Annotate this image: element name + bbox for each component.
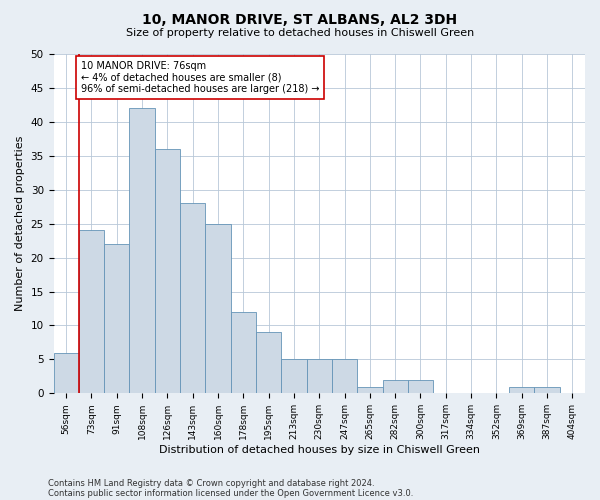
Bar bbox=[535, 386, 560, 394]
Bar bbox=[383, 380, 408, 394]
Bar bbox=[53, 352, 79, 394]
Bar bbox=[256, 332, 281, 394]
Y-axis label: Number of detached properties: Number of detached properties bbox=[15, 136, 25, 312]
Text: 10 MANOR DRIVE: 76sqm
← 4% of detached houses are smaller (8)
96% of semi-detach: 10 MANOR DRIVE: 76sqm ← 4% of detached h… bbox=[81, 61, 319, 94]
Bar bbox=[180, 204, 205, 394]
Bar bbox=[130, 108, 155, 394]
Bar bbox=[155, 149, 180, 394]
Text: Size of property relative to detached houses in Chiswell Green: Size of property relative to detached ho… bbox=[126, 28, 474, 38]
Text: Contains public sector information licensed under the Open Government Licence v3: Contains public sector information licen… bbox=[48, 488, 413, 498]
Text: 10, MANOR DRIVE, ST ALBANS, AL2 3DH: 10, MANOR DRIVE, ST ALBANS, AL2 3DH bbox=[142, 12, 458, 26]
Bar bbox=[79, 230, 104, 394]
X-axis label: Distribution of detached houses by size in Chiswell Green: Distribution of detached houses by size … bbox=[159, 445, 480, 455]
Bar bbox=[104, 244, 130, 394]
Text: Contains HM Land Registry data © Crown copyright and database right 2024.: Contains HM Land Registry data © Crown c… bbox=[48, 478, 374, 488]
Bar bbox=[205, 224, 230, 394]
Bar bbox=[509, 386, 535, 394]
Bar bbox=[357, 386, 383, 394]
Bar bbox=[332, 360, 357, 394]
Bar bbox=[281, 360, 307, 394]
Bar bbox=[307, 360, 332, 394]
Bar bbox=[408, 380, 433, 394]
Bar bbox=[230, 312, 256, 394]
